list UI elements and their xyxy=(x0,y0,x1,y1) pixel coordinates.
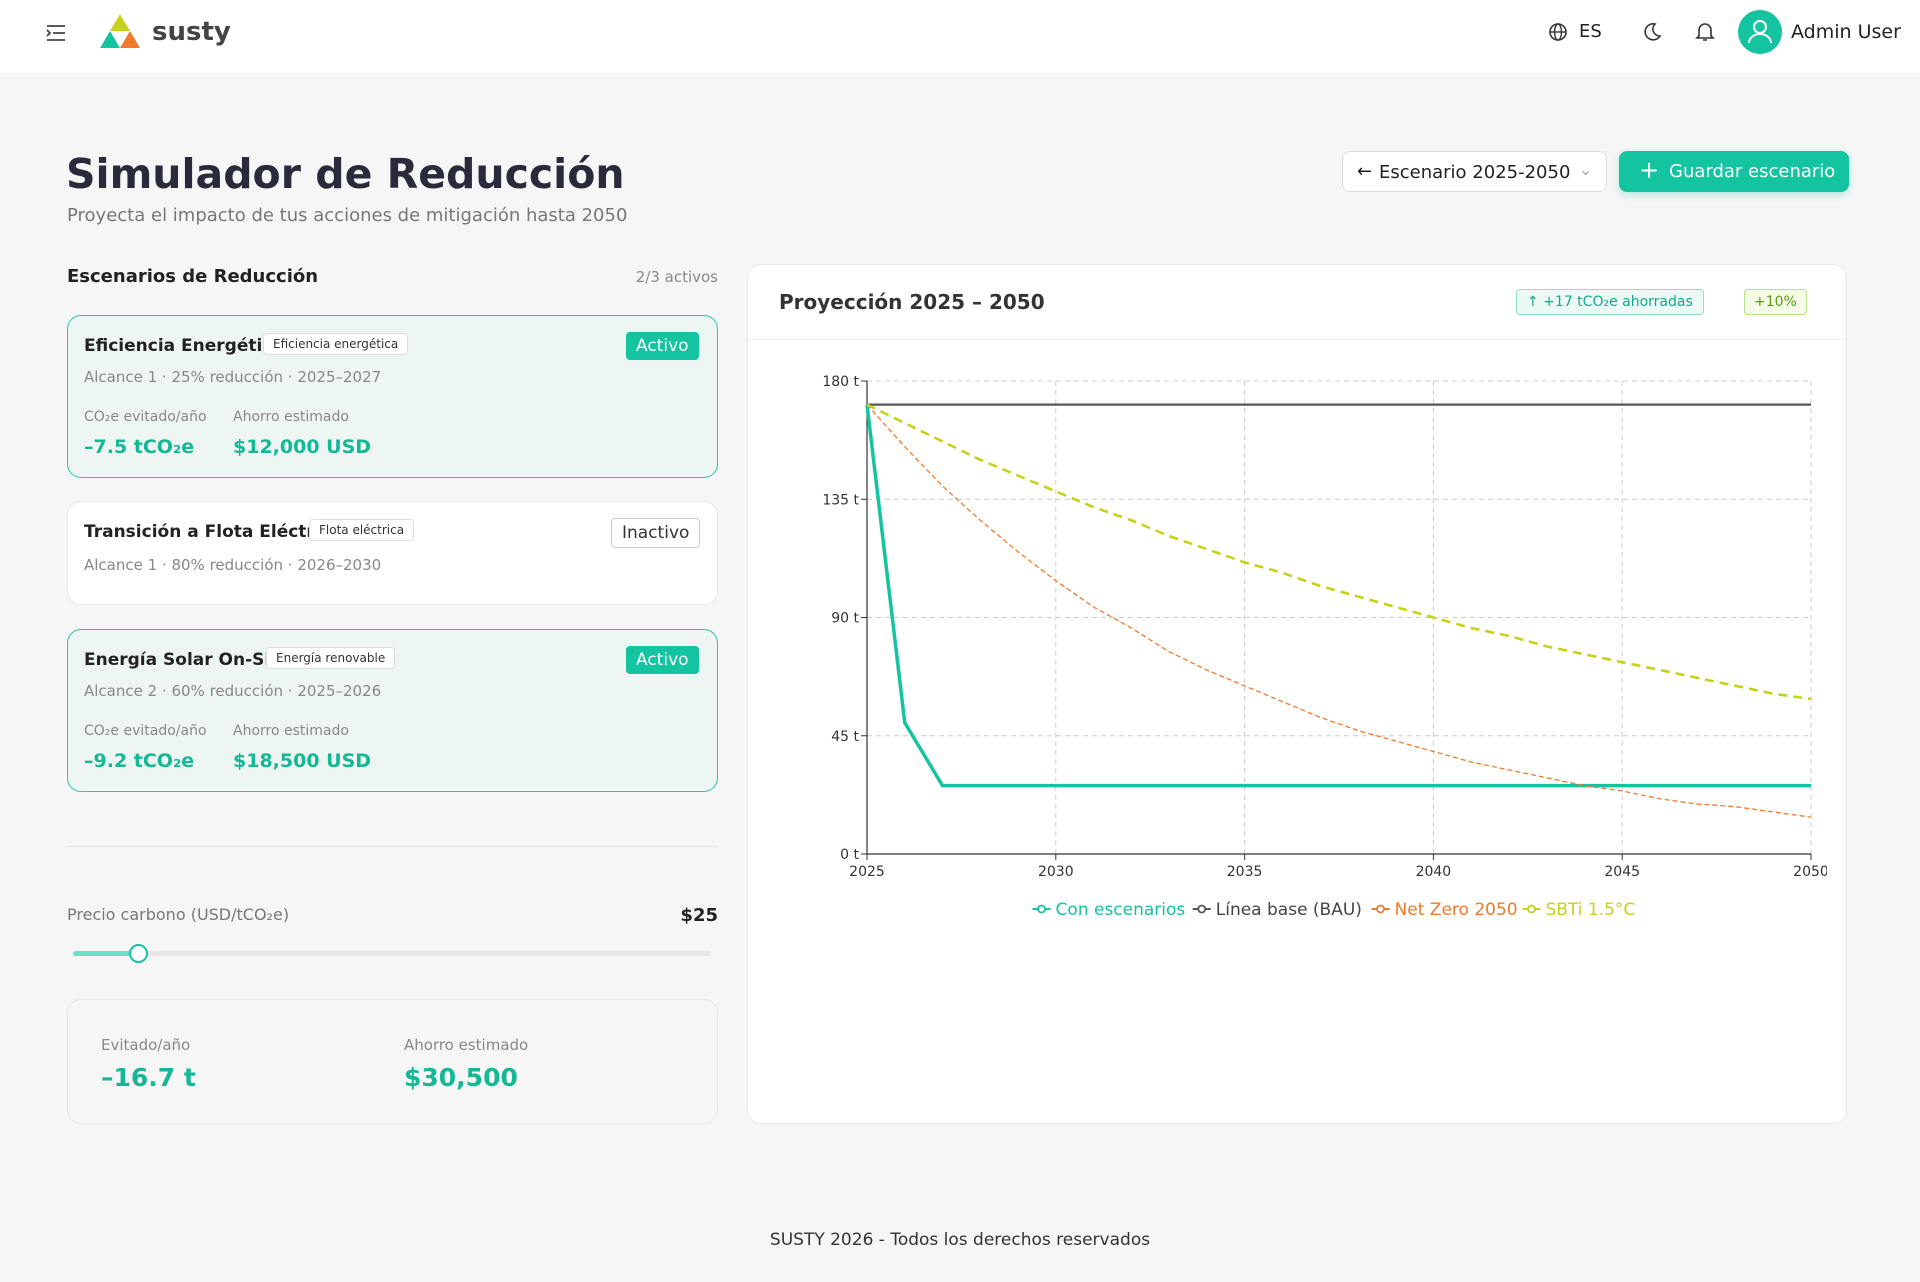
divider xyxy=(67,846,718,847)
scenario-card[interactable]: Transición a Flota Eléctrica Flota eléct… xyxy=(67,501,718,605)
avatar[interactable] xyxy=(1738,10,1782,54)
logo[interactable] xyxy=(99,14,141,52)
series-line xyxy=(866,404,1812,818)
chart-title: Proyección 2025 – 2050 xyxy=(779,290,1045,314)
legend-label: Net Zero 2050 xyxy=(1395,900,1518,920)
status-badge[interactable]: Activo xyxy=(626,646,699,674)
percent-badge: +10% xyxy=(1744,289,1807,315)
slider-knob[interactable] xyxy=(129,944,148,963)
legend-label: SBTi 1.5°C xyxy=(1545,900,1635,920)
scenario-meta: Alcance 2 · 60% reducción · 2025–2026 xyxy=(84,682,382,700)
save-label: Guardar escenario xyxy=(1669,161,1836,182)
legend-swatch xyxy=(1527,904,1536,914)
scenario-tag: Energía renovable xyxy=(266,647,396,669)
top-bar: susty ES Admin User xyxy=(0,0,1920,73)
scenario-name: Energía Solar On-Site xyxy=(84,650,290,670)
user-name[interactable]: Admin User xyxy=(1791,21,1901,43)
scenario-tag: Eficiencia energética xyxy=(263,333,409,355)
price-label: Precio carbono (USD/tCO₂e) xyxy=(67,905,290,924)
scenario-meta: Alcance 1 · 80% reducción · 2026–2030 xyxy=(84,556,382,574)
bell-icon[interactable] xyxy=(1695,21,1715,43)
section-heading: Escenarios de Reducción xyxy=(67,266,319,287)
metric-value: –7.5 tCO₂e xyxy=(84,436,195,458)
scenario-name: Transición a Flota Eléctrica xyxy=(84,522,343,542)
select-label: Escenario 2025-2050 xyxy=(1379,162,1571,183)
summary-label: Evitado/año xyxy=(101,1036,191,1054)
badge-text: +17 tCO₂e ahorradas xyxy=(1543,294,1693,310)
metric-value: –9.2 tCO₂e xyxy=(84,750,195,772)
metric-label: Ahorro estimado xyxy=(233,723,349,739)
series-line xyxy=(866,403,1812,701)
scenario-select[interactable]: ← Escenario 2025-2050 ⌄ xyxy=(1342,151,1607,192)
save-button[interactable]: + Guardar escenario xyxy=(1619,151,1849,192)
scenario-tag: Flota eléctrica xyxy=(309,519,415,541)
y-tick-label: 180 t xyxy=(822,374,859,390)
theme-icon[interactable] xyxy=(1642,22,1662,42)
language[interactable]: ES xyxy=(1579,21,1602,42)
line-chart: 0 t 45 t 90 t 135 t 180 t 2025 2030 2035 2040 204… xyxy=(822,374,1827,920)
page-title: Simulador de Reducción xyxy=(66,150,625,198)
legend-item: Net Zero 2050 xyxy=(1371,900,1518,920)
globe-icon[interactable] xyxy=(1548,22,1568,42)
page-subtitle: Proyecta el impacto de tus acciones de m… xyxy=(67,205,628,226)
scenario-card[interactable]: Energía Solar On-Site Energía renovable … xyxy=(67,629,718,792)
legend-item: SBTi 1.5°C xyxy=(1522,900,1635,920)
legend-label: Con escenarios xyxy=(1056,900,1186,920)
price-value: $25 xyxy=(680,905,718,926)
x-tick-label: 2030 xyxy=(1038,864,1074,880)
status-badge[interactable]: Activo xyxy=(626,332,699,360)
legend-item: Con escenarios xyxy=(1032,900,1186,920)
y-tick-label: 45 t xyxy=(831,729,859,745)
brand: susty xyxy=(152,17,231,47)
x-tick-label: 2045 xyxy=(1604,864,1640,880)
metric-label: CO₂e evitado/año xyxy=(84,409,207,425)
y-tick-label: 90 t xyxy=(831,611,859,627)
legend-swatch xyxy=(1376,904,1385,914)
menu-icon[interactable] xyxy=(45,22,67,44)
x-tick-label: 2050 xyxy=(1793,864,1827,880)
active-count: 2/3 activos xyxy=(635,268,718,286)
slider-track[interactable] xyxy=(73,951,711,956)
legend-label: Línea base (BAU) xyxy=(1216,900,1362,920)
summary-value: –16.7 t xyxy=(101,1063,196,1092)
legend-swatch xyxy=(1037,904,1046,914)
metric-value: $18,500 USD xyxy=(233,750,372,772)
divider xyxy=(748,339,1846,340)
summary-value: $30,500 xyxy=(404,1063,518,1092)
x-tick-label: 2040 xyxy=(1416,864,1452,880)
summary-card: Evitado/año –16.7 t Ahorro estimado $30,… xyxy=(67,999,718,1124)
slider-fill xyxy=(73,951,138,956)
y-tick-label: 0 t xyxy=(840,847,859,863)
legend-swatch xyxy=(1197,904,1207,914)
series-line xyxy=(865,404,1811,788)
metric-label: CO₂e evitado/año xyxy=(84,723,207,739)
scenario-meta: Alcance 1 · 25% reducción · 2025–2027 xyxy=(84,368,382,386)
x-tick-label: 2035 xyxy=(1227,864,1263,880)
scenario-name: Eficiencia Energética xyxy=(84,336,284,356)
status-badge[interactable]: Inactivo xyxy=(611,518,701,548)
footer: SUSTY 2026 - Todos los derechos reservad… xyxy=(769,1230,1151,1250)
y-tick-label: 135 t xyxy=(822,492,859,508)
savings-badge: ↑ +17 tCO₂e ahorradas xyxy=(1516,289,1704,315)
metric-label: Ahorro estimado xyxy=(233,409,349,425)
legend-item: Línea base (BAU) xyxy=(1192,900,1362,920)
summary-label: Ahorro estimado xyxy=(404,1036,529,1054)
scenario-card[interactable]: Eficiencia Energética Eficiencia energét… xyxy=(67,315,718,478)
x-tick-label: 2025 xyxy=(849,864,885,880)
chart-card: Proyección 2025 – 2050 ↑ +17 tCO₂e ahorr… xyxy=(747,264,1847,1124)
metric-value: $12,000 USD xyxy=(233,436,372,458)
